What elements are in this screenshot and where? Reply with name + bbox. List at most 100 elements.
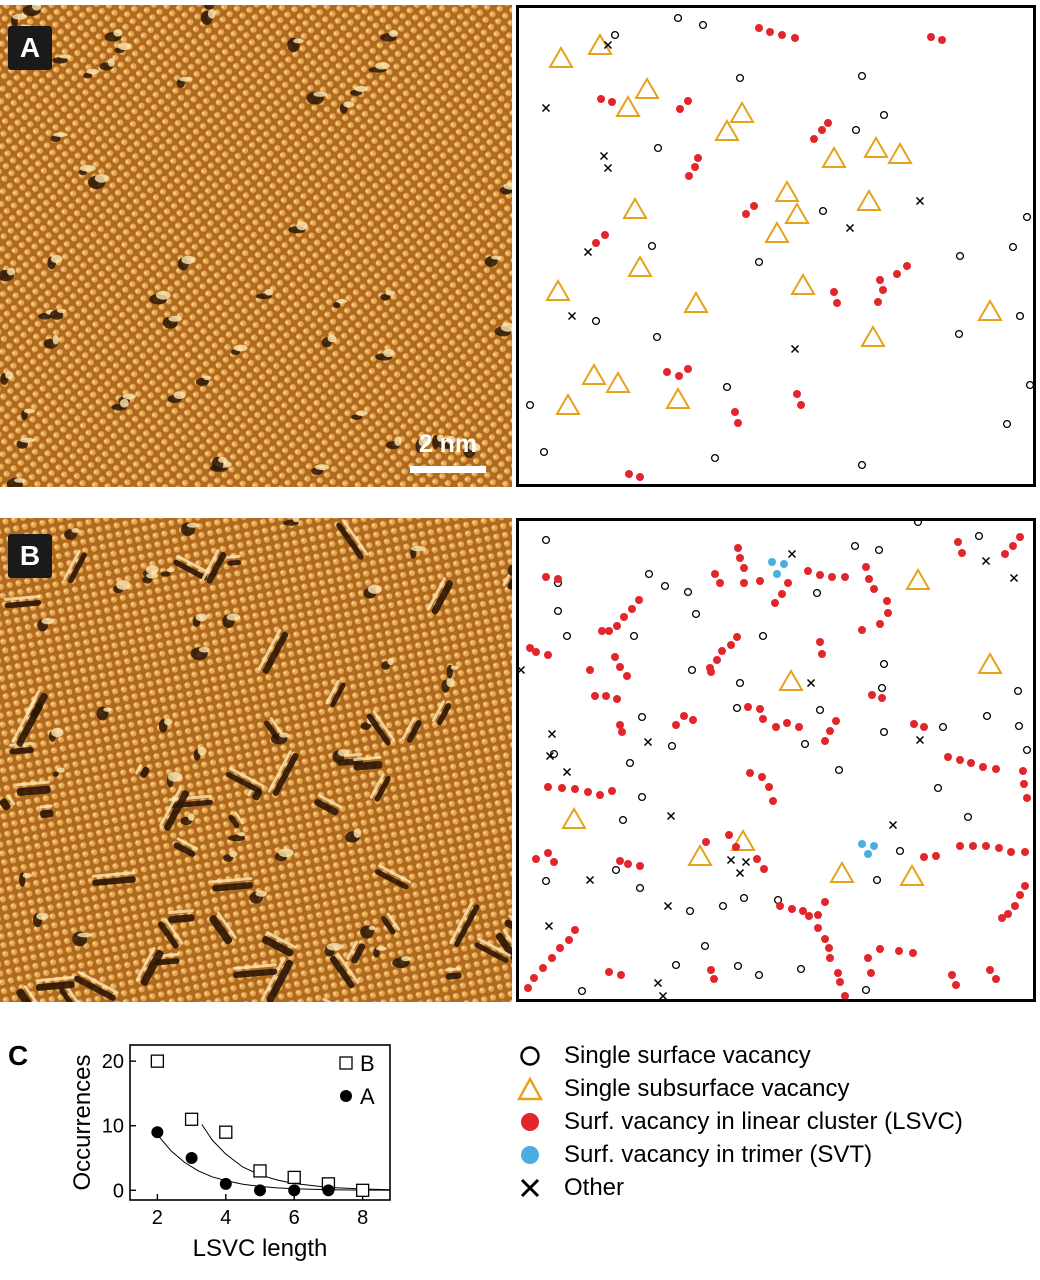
lsvc-marker (618, 728, 626, 736)
single-surface-vacancy-marker (541, 876, 551, 886)
lsvc-marker (532, 648, 540, 656)
bright-adatom (145, 565, 159, 575)
lsvc-marker (826, 727, 834, 735)
other-defect-marker (599, 151, 609, 161)
bright-adatom (71, 528, 80, 533)
subsurface-vacancy-marker (778, 669, 804, 691)
data-point-a (288, 1184, 301, 1197)
single-surface-vacancy-marker (982, 711, 992, 721)
dark-vacancy-row (35, 981, 75, 991)
dark-vacancy-row (262, 935, 294, 957)
dark-vacancy (160, 571, 171, 577)
dark-vacancy-row (381, 916, 396, 935)
dark-vacancy-row (139, 766, 150, 779)
data-point-b (355, 1183, 370, 1197)
lsvc-marker (1016, 533, 1024, 541)
single-surface-vacancy-marker (955, 251, 965, 261)
lsvc-marker (883, 597, 891, 605)
subsurface-vacancy-marker (555, 393, 581, 415)
lsvc-marker (862, 563, 870, 571)
legend-label: Surf. vacancy in trimer (SVT) (564, 1141, 873, 1168)
lsvc-marker (948, 971, 956, 979)
bright-adatom (186, 522, 199, 528)
legend-label: Single surface vacancy (564, 1042, 811, 1069)
lsvc-marker (791, 34, 799, 42)
bright-edge (228, 767, 265, 788)
subsurface-vacancy-marker (622, 197, 648, 219)
other-defect-marker (787, 549, 797, 559)
stm-image-a (0, 5, 512, 487)
dark-vacancy-row (474, 942, 509, 963)
other-defect-marker (658, 991, 668, 999)
lsvc-marker (591, 692, 599, 700)
lsvc-marker (1023, 794, 1031, 802)
bright-adatom (296, 221, 308, 231)
subsurface-vacancy-marker (581, 363, 607, 385)
bright-adatom (355, 410, 368, 416)
lsvc-marker (816, 638, 824, 646)
bright-adatom (368, 925, 376, 931)
svt-marker (780, 560, 788, 568)
single-surface-vacancy-marker (861, 985, 871, 995)
scale-bar-label: 2 nm (418, 430, 478, 458)
surface-defects (0, 518, 512, 1002)
lsvc-marker (932, 852, 940, 860)
bright-edge (342, 519, 369, 556)
svt-marker (773, 570, 781, 578)
lsvc-marker (1001, 550, 1009, 558)
lsvc-marker (814, 911, 822, 919)
single-surface-vacancy-marker (653, 143, 663, 153)
bright-edge (352, 755, 382, 762)
lsvc-marker (571, 785, 579, 793)
lsvc-marker (526, 644, 534, 652)
lsvc-marker (617, 971, 625, 979)
lsvc-marker (867, 969, 875, 977)
single-surface-vacancy-marker (683, 587, 693, 597)
y-tick-label: 0 (113, 1180, 124, 1202)
lsvc-marker (818, 126, 826, 134)
lsvc-marker (841, 992, 849, 999)
bright-edge (35, 976, 75, 983)
bright-edge (234, 811, 244, 825)
lsvc-marker (539, 964, 547, 972)
bright-adatom (53, 132, 68, 137)
vacancy-map-b (516, 518, 1036, 1002)
lsvc-marker (956, 756, 964, 764)
lsvc-marker (544, 783, 552, 791)
lsvc-marker (992, 975, 1000, 983)
lsvc-marker (766, 28, 774, 36)
dark-vacancy-row (164, 790, 189, 831)
dark-vacancy-row (504, 919, 512, 936)
bright-adatom (354, 85, 368, 92)
open-triangle-icon (510, 1073, 550, 1105)
bright-adatom (385, 290, 396, 296)
single-surface-vacancy-marker (591, 316, 601, 326)
lsvc-plot: 2 4 6 8 0 10 20 LSVC length Occurrences B A (60, 1030, 410, 1280)
lsvc-marker (731, 408, 739, 416)
lsvc-marker (554, 575, 562, 583)
single-surface-vacancy-marker (812, 588, 822, 598)
bright-edge (502, 574, 511, 587)
single-surface-vacancy-marker (850, 541, 860, 551)
single-surface-vacancy-marker (629, 631, 639, 641)
bright-adatom (51, 727, 64, 738)
dark-vacancy-row (16, 988, 49, 1002)
subsurface-vacancy-marker (561, 807, 587, 829)
subsurface-vacancy-marker (784, 202, 810, 224)
lsvc-marker (868, 691, 876, 699)
bright-adatom (237, 832, 246, 837)
single-surface-vacancy-marker (644, 569, 654, 579)
lsvc-marker (758, 773, 766, 781)
lsvc-marker (995, 844, 1003, 852)
lsvc-marker (602, 692, 610, 700)
bright-adatom (166, 567, 175, 573)
lsvc-marker (858, 626, 866, 634)
dark-vacancy-row (0, 798, 11, 811)
dark-vacancy-row (40, 809, 54, 819)
bright-adatom (313, 91, 328, 97)
bright-adatom (233, 344, 248, 352)
bright-edge (269, 717, 284, 736)
lsvc-marker (736, 554, 744, 562)
subsurface-vacancy-marker (683, 291, 709, 313)
dark-vacancy-row (4, 600, 42, 609)
